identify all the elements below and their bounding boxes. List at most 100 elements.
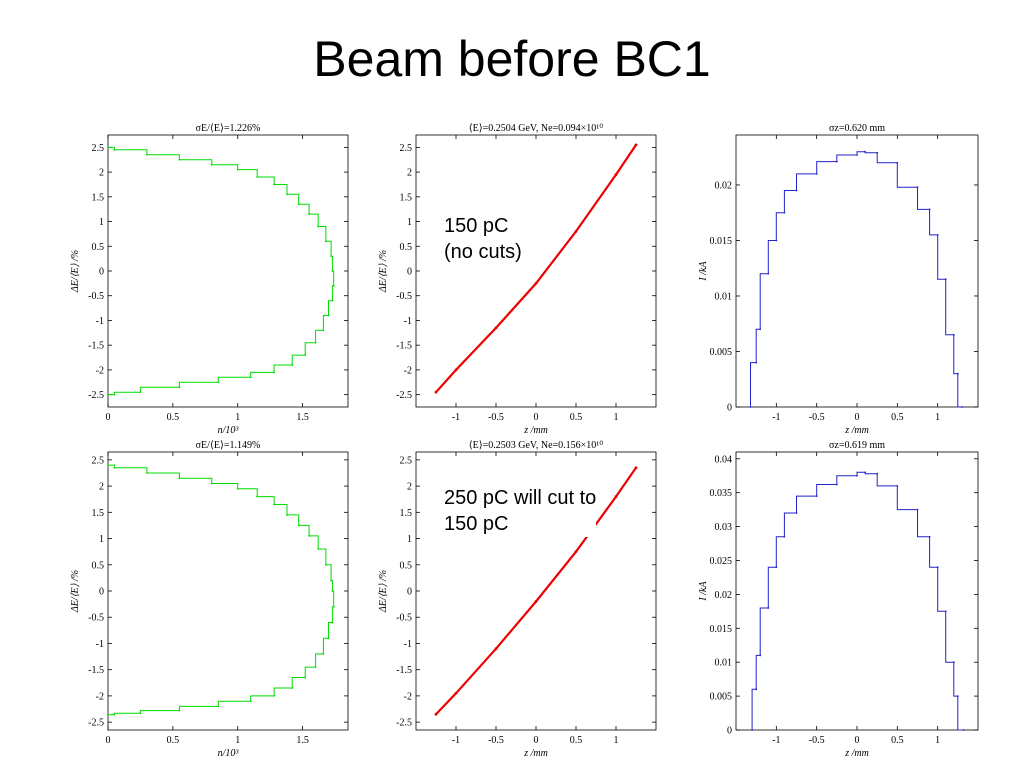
energy-bottom-point bbox=[249, 700, 252, 703]
current-top-ytick-label: 0.005 bbox=[710, 347, 733, 358]
energy-top-point bbox=[210, 163, 213, 166]
phase-bottom-ytick-label: 2.5 bbox=[400, 455, 413, 466]
current-top-point bbox=[960, 406, 963, 408]
current-top-series bbox=[750, 151, 962, 408]
phase-bottom-ytick-label: -2 bbox=[404, 691, 412, 702]
note-top-line-1: 150 pC bbox=[444, 215, 509, 237]
phase-bottom-ytick-label: -1 bbox=[404, 639, 412, 650]
energy-bottom-point bbox=[113, 466, 116, 469]
phase-top-ytick-label: 0.5 bbox=[400, 242, 413, 253]
energy-bottom-point bbox=[331, 590, 334, 592]
energy-top-axes-box bbox=[107, 134, 349, 408]
current-top-point bbox=[749, 406, 752, 408]
phase-bottom-point bbox=[634, 466, 638, 470]
energy-bottom-point bbox=[113, 713, 116, 716]
note-bottom: 250 pC will cut to 150 pC bbox=[444, 485, 597, 537]
energy-bottom-xtick-label: 1 bbox=[235, 735, 240, 746]
phase-bottom-ylabel: ΔE/⟨E⟩ /% bbox=[378, 570, 389, 613]
energy-top-point bbox=[107, 146, 109, 149]
current-top-xtick-label: 0.5 bbox=[891, 412, 904, 423]
phase-top-point bbox=[494, 326, 498, 330]
current-bottom-point bbox=[928, 535, 931, 538]
energy-bottom-xtick-label: 1.5 bbox=[296, 735, 309, 746]
current-top-xtick-label: -0.5 bbox=[809, 412, 825, 423]
current-top-point bbox=[916, 186, 919, 189]
phase-bottom-point bbox=[494, 647, 498, 651]
energy-top-point bbox=[304, 354, 307, 356]
phase-bottom-ytick-label: -1.5 bbox=[396, 665, 412, 676]
current-top-ytick-label: 0 bbox=[727, 403, 732, 414]
phase-top-ytick-label: 2.5 bbox=[400, 143, 413, 154]
current-bottom-ytick-label: 0.02 bbox=[715, 590, 733, 601]
phase-bottom-ytick-label: 1.5 bbox=[400, 508, 413, 519]
chart-phase-bottom: ⟨E⟩=0.2503 GeV, Ne=0.156×10¹⁰ 2.5 2 1.5 1 0.5… bbox=[378, 440, 668, 768]
energy-top-ytick-label: -1 bbox=[96, 316, 104, 327]
current-top-point bbox=[952, 333, 955, 336]
energy-top-ytick-label: -2.5 bbox=[88, 390, 104, 401]
current-bottom-xtick-label: 1 bbox=[935, 735, 940, 746]
energy-top-point bbox=[317, 225, 320, 228]
energy-bottom-point bbox=[273, 503, 275, 506]
current-bottom-ylabel: I /kA bbox=[698, 581, 709, 602]
energy-top-point bbox=[291, 364, 294, 366]
current-bottom-ytick-label: 0.015 bbox=[710, 624, 733, 635]
energy-bottom-point bbox=[217, 705, 220, 708]
energy-top-point bbox=[286, 193, 288, 196]
energy-top-point bbox=[273, 183, 275, 186]
energy-top-point bbox=[178, 386, 181, 389]
energy-top-point bbox=[273, 371, 275, 374]
phase-top-title: ⟨E⟩=0.2504 GeV, Ne=0.094×10¹⁰ bbox=[469, 123, 604, 134]
phase-top-point bbox=[634, 143, 638, 147]
current-bottom-series bbox=[751, 471, 964, 731]
phase-bottom-ytick-label: 0.5 bbox=[400, 560, 413, 571]
current-bottom-xtick-label: -0.5 bbox=[809, 735, 825, 746]
phase-bottom-xlabel: z /mm bbox=[523, 748, 548, 759]
note-top: 150 pC (no cuts) bbox=[444, 213, 522, 265]
current-bottom-point bbox=[956, 695, 959, 697]
energy-top-xlabel: n/10³ bbox=[218, 425, 240, 436]
current-top-point bbox=[936, 234, 939, 236]
energy-bottom-point bbox=[331, 621, 334, 624]
phase-bottom-xtick-label: 0.5 bbox=[570, 735, 583, 746]
current-bottom-xlabel: z /mm bbox=[844, 748, 869, 759]
phase-top-xtick-label: 0.5 bbox=[570, 412, 583, 423]
current-bottom-point bbox=[962, 729, 965, 731]
phase-top-ytick-label: -2 bbox=[404, 365, 412, 376]
phase-top-xtick-label: 1 bbox=[614, 412, 619, 423]
current-top-ytick-label: 0.01 bbox=[715, 291, 733, 302]
current-bottom-point bbox=[759, 654, 762, 657]
note-bottom-line-2: 150 pC bbox=[444, 513, 509, 535]
current-bottom-xtick-label: -1 bbox=[772, 735, 780, 746]
phase-top-series bbox=[434, 143, 638, 394]
energy-bottom-xtick-label: 0.5 bbox=[167, 735, 180, 746]
phase-top-ytick-label: -1.5 bbox=[396, 341, 412, 352]
energy-top-point bbox=[327, 314, 330, 317]
energy-bottom-xtick-label: 0 bbox=[106, 735, 111, 746]
current-top-point bbox=[876, 151, 879, 154]
current-top-point bbox=[896, 161, 899, 164]
slide-title: Beam before BC1 bbox=[313, 31, 711, 87]
current-bottom-ytick-label: 0 bbox=[727, 726, 732, 737]
energy-top-xtick-label: 1.5 bbox=[296, 412, 309, 423]
energy-bottom-ytick-label: -1.5 bbox=[88, 665, 104, 676]
energy-bottom-ytick-label: 0 bbox=[99, 587, 104, 598]
current-bottom-xtick-label: 0 bbox=[855, 735, 860, 746]
phase-top-ylabel: ΔE/⟨E⟩ /% bbox=[378, 250, 389, 293]
current-top-xtick-label: 0 bbox=[855, 412, 860, 423]
current-bottom-point bbox=[795, 512, 798, 514]
energy-bottom-ytick-label: -0.5 bbox=[88, 613, 104, 624]
energy-top-xtick-label: 1 bbox=[235, 412, 240, 423]
energy-bottom-point bbox=[332, 605, 335, 608]
energy-top-ytick-label: -2 bbox=[96, 365, 104, 376]
current-top-point bbox=[775, 239, 778, 242]
current-bottom-point bbox=[751, 729, 754, 731]
phase-bottom-point bbox=[434, 712, 438, 716]
phase-bottom-point bbox=[574, 550, 578, 554]
phase-top-point bbox=[574, 230, 578, 233]
current-top-xtick-label: -1 bbox=[772, 412, 780, 423]
energy-top-point bbox=[178, 158, 181, 161]
note-bottom-line-1: 250 pC will cut to bbox=[444, 487, 597, 509]
current-bottom-point bbox=[864, 471, 866, 474]
phase-bottom-ytick-label: 2 bbox=[407, 482, 412, 493]
energy-bottom-point bbox=[273, 695, 275, 697]
